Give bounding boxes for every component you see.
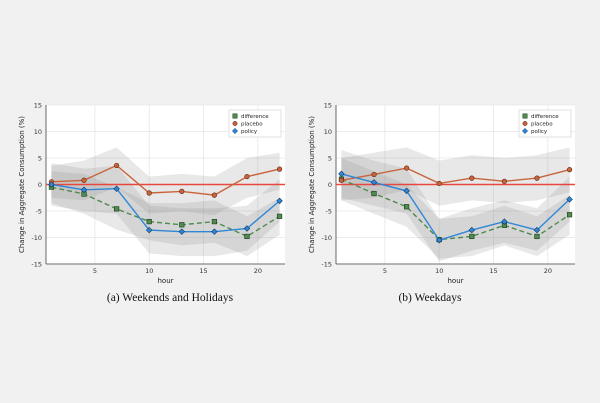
series-line-difference (341, 178, 570, 241)
confidence-band-placebo (51, 147, 280, 216)
series-line-difference (51, 186, 280, 238)
data-point-policy (338, 170, 345, 178)
confidence-band-placebo (341, 147, 570, 206)
legend-label-policy: policy (241, 129, 258, 135)
data-point-placebo (114, 162, 120, 169)
data-point-placebo (276, 166, 283, 172)
data-point-placebo (338, 177, 345, 183)
data-point-placebo (146, 190, 152, 196)
data-point-policy (533, 226, 541, 234)
legend-label-difference: difference (241, 114, 269, 120)
data-point-placebo (534, 175, 540, 181)
y-tick-label: 15 (324, 102, 332, 110)
x-tick-label: 20 (544, 267, 552, 275)
x-tick-label: 20 (254, 267, 262, 275)
data-point-placebo (469, 175, 475, 181)
data-point-policy (435, 236, 443, 244)
series-line-placebo (51, 164, 280, 196)
legend-marker-policy (231, 127, 239, 135)
data-point-placebo (179, 188, 185, 194)
confidence-band-difference (51, 171, 280, 257)
data-point-placebo (81, 177, 87, 183)
x-tick-label: 5 (93, 267, 97, 275)
y-tick-label: 10 (324, 128, 332, 136)
y-tick-label: 15 (34, 102, 42, 110)
legend-label-policy: policy (531, 129, 548, 135)
data-point-policy (243, 225, 251, 232)
data-point-placebo (501, 178, 507, 184)
data-point-policy (113, 185, 120, 192)
data-point-policy (468, 226, 476, 234)
series-line-placebo (341, 167, 570, 185)
x-tick-label: 15 (489, 267, 497, 275)
data-point-policy (403, 187, 410, 195)
data-point-placebo (404, 165, 410, 171)
legend-marker-policy (521, 127, 529, 135)
data-point-placebo (371, 171, 377, 178)
data-point-placebo (436, 180, 442, 187)
data-point-difference (276, 213, 283, 219)
y-tick-label: -10 (321, 234, 332, 242)
legend-box (228, 109, 282, 138)
data-point-difference (244, 233, 250, 240)
data-point-difference (179, 222, 185, 228)
data-point-difference (404, 204, 410, 210)
data-point-difference (146, 219, 152, 225)
caption-weekdays: (b) Weekdays (398, 292, 462, 304)
legend-marker-difference (522, 113, 528, 119)
data-point-policy (48, 181, 55, 188)
x-axis-label: hour (447, 277, 463, 285)
data-point-policy (80, 186, 88, 194)
y-tick-label: 0 (38, 181, 42, 189)
data-point-difference (469, 233, 475, 240)
x-tick-label: 10 (145, 267, 153, 275)
chart-weekends: -15 -10 -5 0 5 10 15 5 10 15 20 hour Change in Aggre… (18, 102, 285, 285)
y-tick-label: 5 (38, 155, 42, 163)
y-tick-label: -10 (31, 234, 42, 242)
data-point-policy (501, 218, 508, 225)
chart-weekdays: -15 -10 -5 0 5 10 15 5 10 15 20 hour Change in Aggre… (308, 102, 575, 285)
y-tick-label: -15 (31, 261, 42, 269)
confidence-band-policy (51, 163, 280, 257)
legend-label-placebo: placebo (531, 122, 553, 128)
data-point-difference (534, 233, 540, 240)
confidence-band-difference (341, 158, 570, 259)
data-point-placebo (566, 167, 573, 173)
y-tick-label: 10 (34, 128, 42, 136)
legend-label-placebo: placebo (241, 122, 263, 128)
data-point-placebo (211, 192, 217, 198)
legend-box (518, 109, 572, 138)
legend-marker-difference (232, 113, 238, 119)
data-point-placebo (244, 173, 250, 180)
confidence-band-policy (341, 150, 570, 262)
data-point-policy (370, 179, 378, 186)
data-point-difference (211, 219, 217, 225)
x-tick-label: 5 (383, 267, 387, 275)
legend-marker-placebo (232, 121, 238, 126)
x-tick-label: 15 (199, 267, 207, 275)
data-point-policy (145, 226, 153, 234)
legend-marker-placebo (522, 121, 528, 126)
y-tick-label: 5 (328, 155, 332, 163)
data-point-policy (276, 197, 283, 205)
y-axis-label: Change in Aggregate Consumption (%) (308, 116, 316, 253)
data-point-policy (566, 196, 573, 203)
x-axis-label: hour (157, 277, 173, 285)
legend-label-difference: difference (531, 114, 559, 120)
y-axis-label: Change in Aggregate Consumption (%) (18, 116, 26, 253)
y-tick-label: 0 (328, 181, 332, 189)
series-line-policy (341, 173, 571, 242)
data-point-policy (211, 228, 218, 235)
data-point-policy (178, 228, 186, 235)
data-point-difference (371, 190, 377, 197)
y-tick-label: -5 (326, 208, 332, 216)
data-point-difference (114, 206, 120, 212)
caption-weekends: (a) Weekends and Holidays (106, 292, 234, 304)
y-tick-label: -15 (321, 261, 332, 269)
series-line-policy (51, 183, 281, 233)
y-tick-label: -5 (36, 208, 42, 216)
data-point-difference (566, 212, 573, 218)
x-tick-label: 10 (435, 267, 443, 275)
